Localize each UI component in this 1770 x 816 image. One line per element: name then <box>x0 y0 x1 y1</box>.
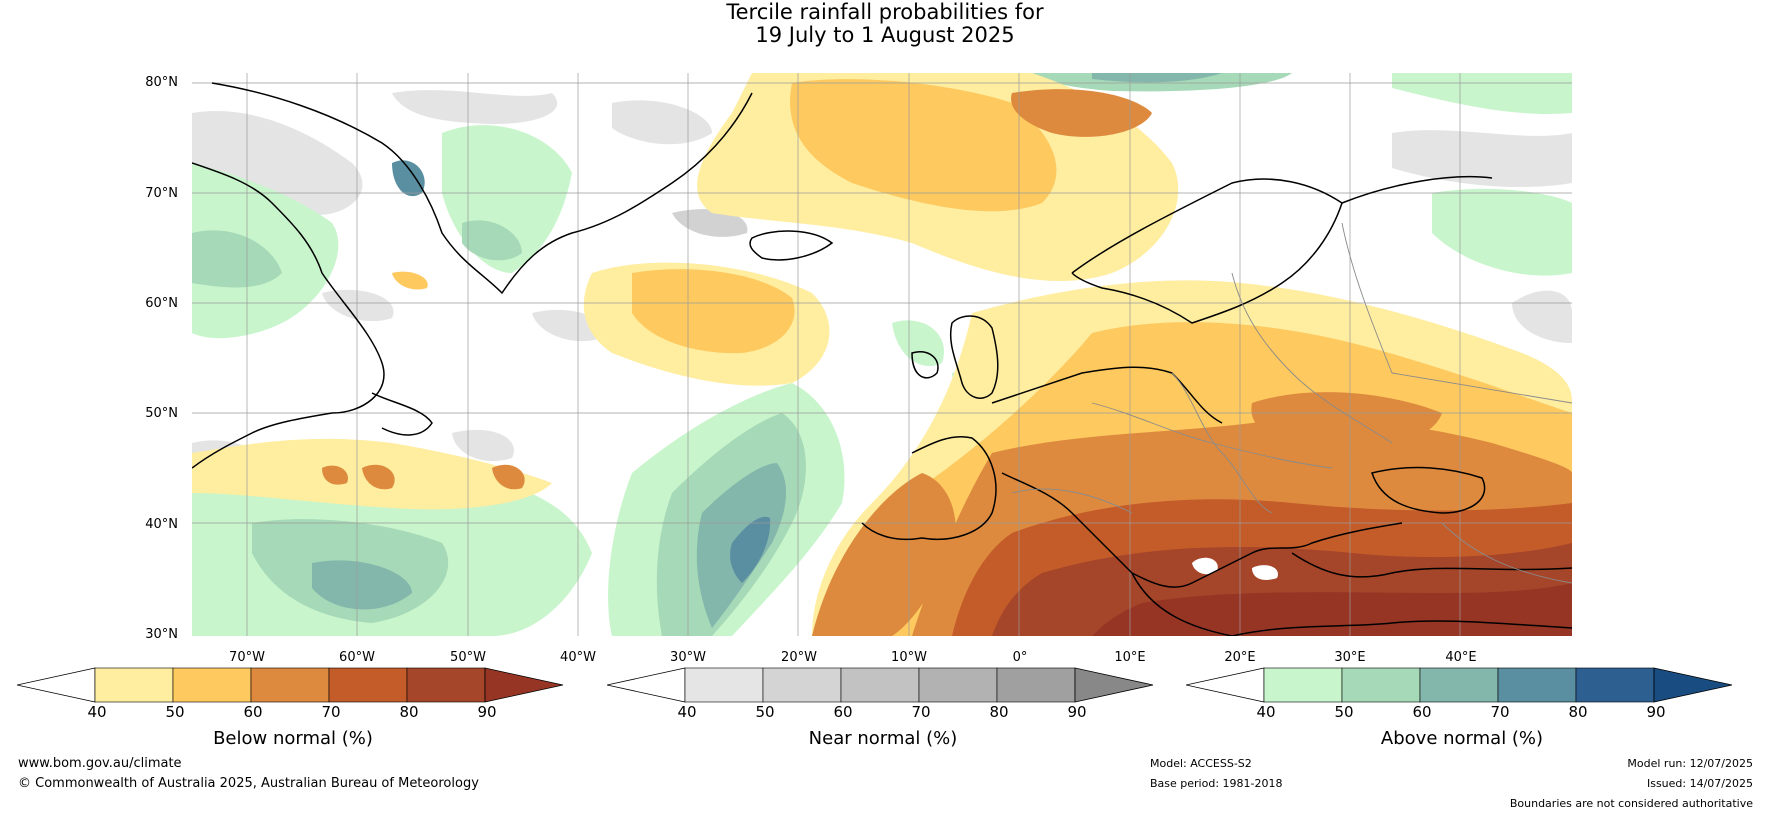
footer-issued: Issued: 14/07/2025 <box>1646 777 1753 790</box>
colorbar-below-tick-50: 50 <box>165 703 185 721</box>
lat-label-50n: 50°N <box>145 406 178 421</box>
footer-disclaimer: Boundaries are not considered authoritat… <box>1509 797 1753 810</box>
lat-label-40n: 40°N <box>145 517 178 532</box>
colorbar-segment <box>762 667 842 703</box>
colorbar-segment <box>406 667 486 703</box>
footer-website: www.bom.gov.au/climate <box>18 756 182 771</box>
lon-label-10e: 10°E <box>1114 650 1146 665</box>
colorbar-above-tick-50: 50 <box>1334 703 1354 721</box>
map-title-line-1: Tercile rainfall probabilities for <box>726 0 1044 24</box>
colorbar-extend-low <box>1186 667 1265 703</box>
colorbar-near-tick-70: 70 <box>911 703 931 721</box>
footer-model: Model: ACCESS-S2 <box>1150 757 1252 770</box>
lat-label-80n: 80°N <box>145 75 178 90</box>
lon-label-30e: 30°E <box>1334 650 1366 665</box>
lon-label-30w: 30°W <box>670 650 706 665</box>
country-borders <box>1011 222 1572 584</box>
colorbar-near-tick-80: 80 <box>989 703 1009 721</box>
above-normal-patches <box>192 73 1572 636</box>
colorbar-above-normal <box>1186 667 1733 703</box>
colorbar-extend-high <box>484 667 564 703</box>
colorbar-below-label: Below normal (%) <box>213 728 373 749</box>
colorbar-above-tick-40: 40 <box>1256 703 1276 721</box>
colorbar-near-normal <box>607 667 1154 703</box>
colorbar-extend-high <box>1653 667 1733 703</box>
colorbar-segment <box>250 667 330 703</box>
colorbar-near-tick-60: 60 <box>833 703 853 721</box>
lon-label-70w: 70°W <box>229 650 265 665</box>
colorbar-segment <box>1497 667 1577 703</box>
lat-label-60n: 60°N <box>145 296 178 311</box>
colorbar-above-tick-60: 60 <box>1412 703 1432 721</box>
lon-label-40w: 40°W <box>560 650 596 665</box>
lat-label-30n: 30°N <box>145 627 178 642</box>
colorbar-segment <box>328 667 408 703</box>
colorbar-extend-low <box>607 667 686 703</box>
colorbar-extend-high <box>1074 667 1154 703</box>
coastlines <box>192 82 1572 636</box>
colorbar-above-tick-70: 70 <box>1490 703 1510 721</box>
graticule <box>192 73 1572 636</box>
colorbar-above-tick-90: 90 <box>1646 703 1666 721</box>
lon-label-0: 0° <box>1012 650 1028 665</box>
colorbar-segment <box>94 667 174 703</box>
colorbar-below-normal <box>17 667 564 703</box>
colorbar-near-label: Near normal (%) <box>808 728 958 749</box>
colorbar-segment <box>684 667 764 703</box>
lon-label-60w: 60°W <box>339 650 375 665</box>
colorbar-segment <box>172 667 252 703</box>
lon-label-40e: 40°E <box>1445 650 1477 665</box>
map-title-line-2: 19 July to 1 August 2025 <box>755 23 1015 47</box>
colorbar-extend-low <box>17 667 96 703</box>
colorbar-above-tick-80: 80 <box>1568 703 1588 721</box>
colorbar-near-tick-40: 40 <box>677 703 697 721</box>
footer-copyright: © Commonwealth of Australia 2025, Austra… <box>18 776 479 791</box>
colorbar-below-tick-40: 40 <box>87 703 107 721</box>
colorbar-segment <box>1575 667 1655 703</box>
colorbar-near-tick-90: 90 <box>1067 703 1087 721</box>
footer-base-period: Base period: 1981-2018 <box>1150 777 1283 790</box>
colorbar-below-tick-60: 60 <box>243 703 263 721</box>
lon-label-20e: 20°E <box>1224 650 1256 665</box>
colorbar-segment <box>1263 667 1343 703</box>
colorbar-segment <box>996 667 1076 703</box>
colorbar-segment <box>1419 667 1499 703</box>
colorbar-below-tick-90: 90 <box>477 703 497 721</box>
footer-model-run: Model run: 12/07/2025 <box>1627 757 1753 770</box>
colorbar-below-tick-70: 70 <box>321 703 341 721</box>
rainfall-probability-map <box>192 73 1572 636</box>
lon-label-20w: 20°W <box>781 650 817 665</box>
colorbar-segment <box>918 667 998 703</box>
lon-label-50w: 50°W <box>450 650 486 665</box>
lon-label-10w: 10°W <box>891 650 927 665</box>
colorbar-near-tick-50: 50 <box>755 703 775 721</box>
colorbar-segment <box>1341 667 1421 703</box>
below-normal-patches <box>192 73 1572 636</box>
colorbar-above-label: Above normal (%) <box>1380 728 1544 749</box>
colorbar-segment <box>840 667 920 703</box>
colorbar-below-tick-80: 80 <box>399 703 419 721</box>
lat-label-70n: 70°N <box>145 186 178 201</box>
